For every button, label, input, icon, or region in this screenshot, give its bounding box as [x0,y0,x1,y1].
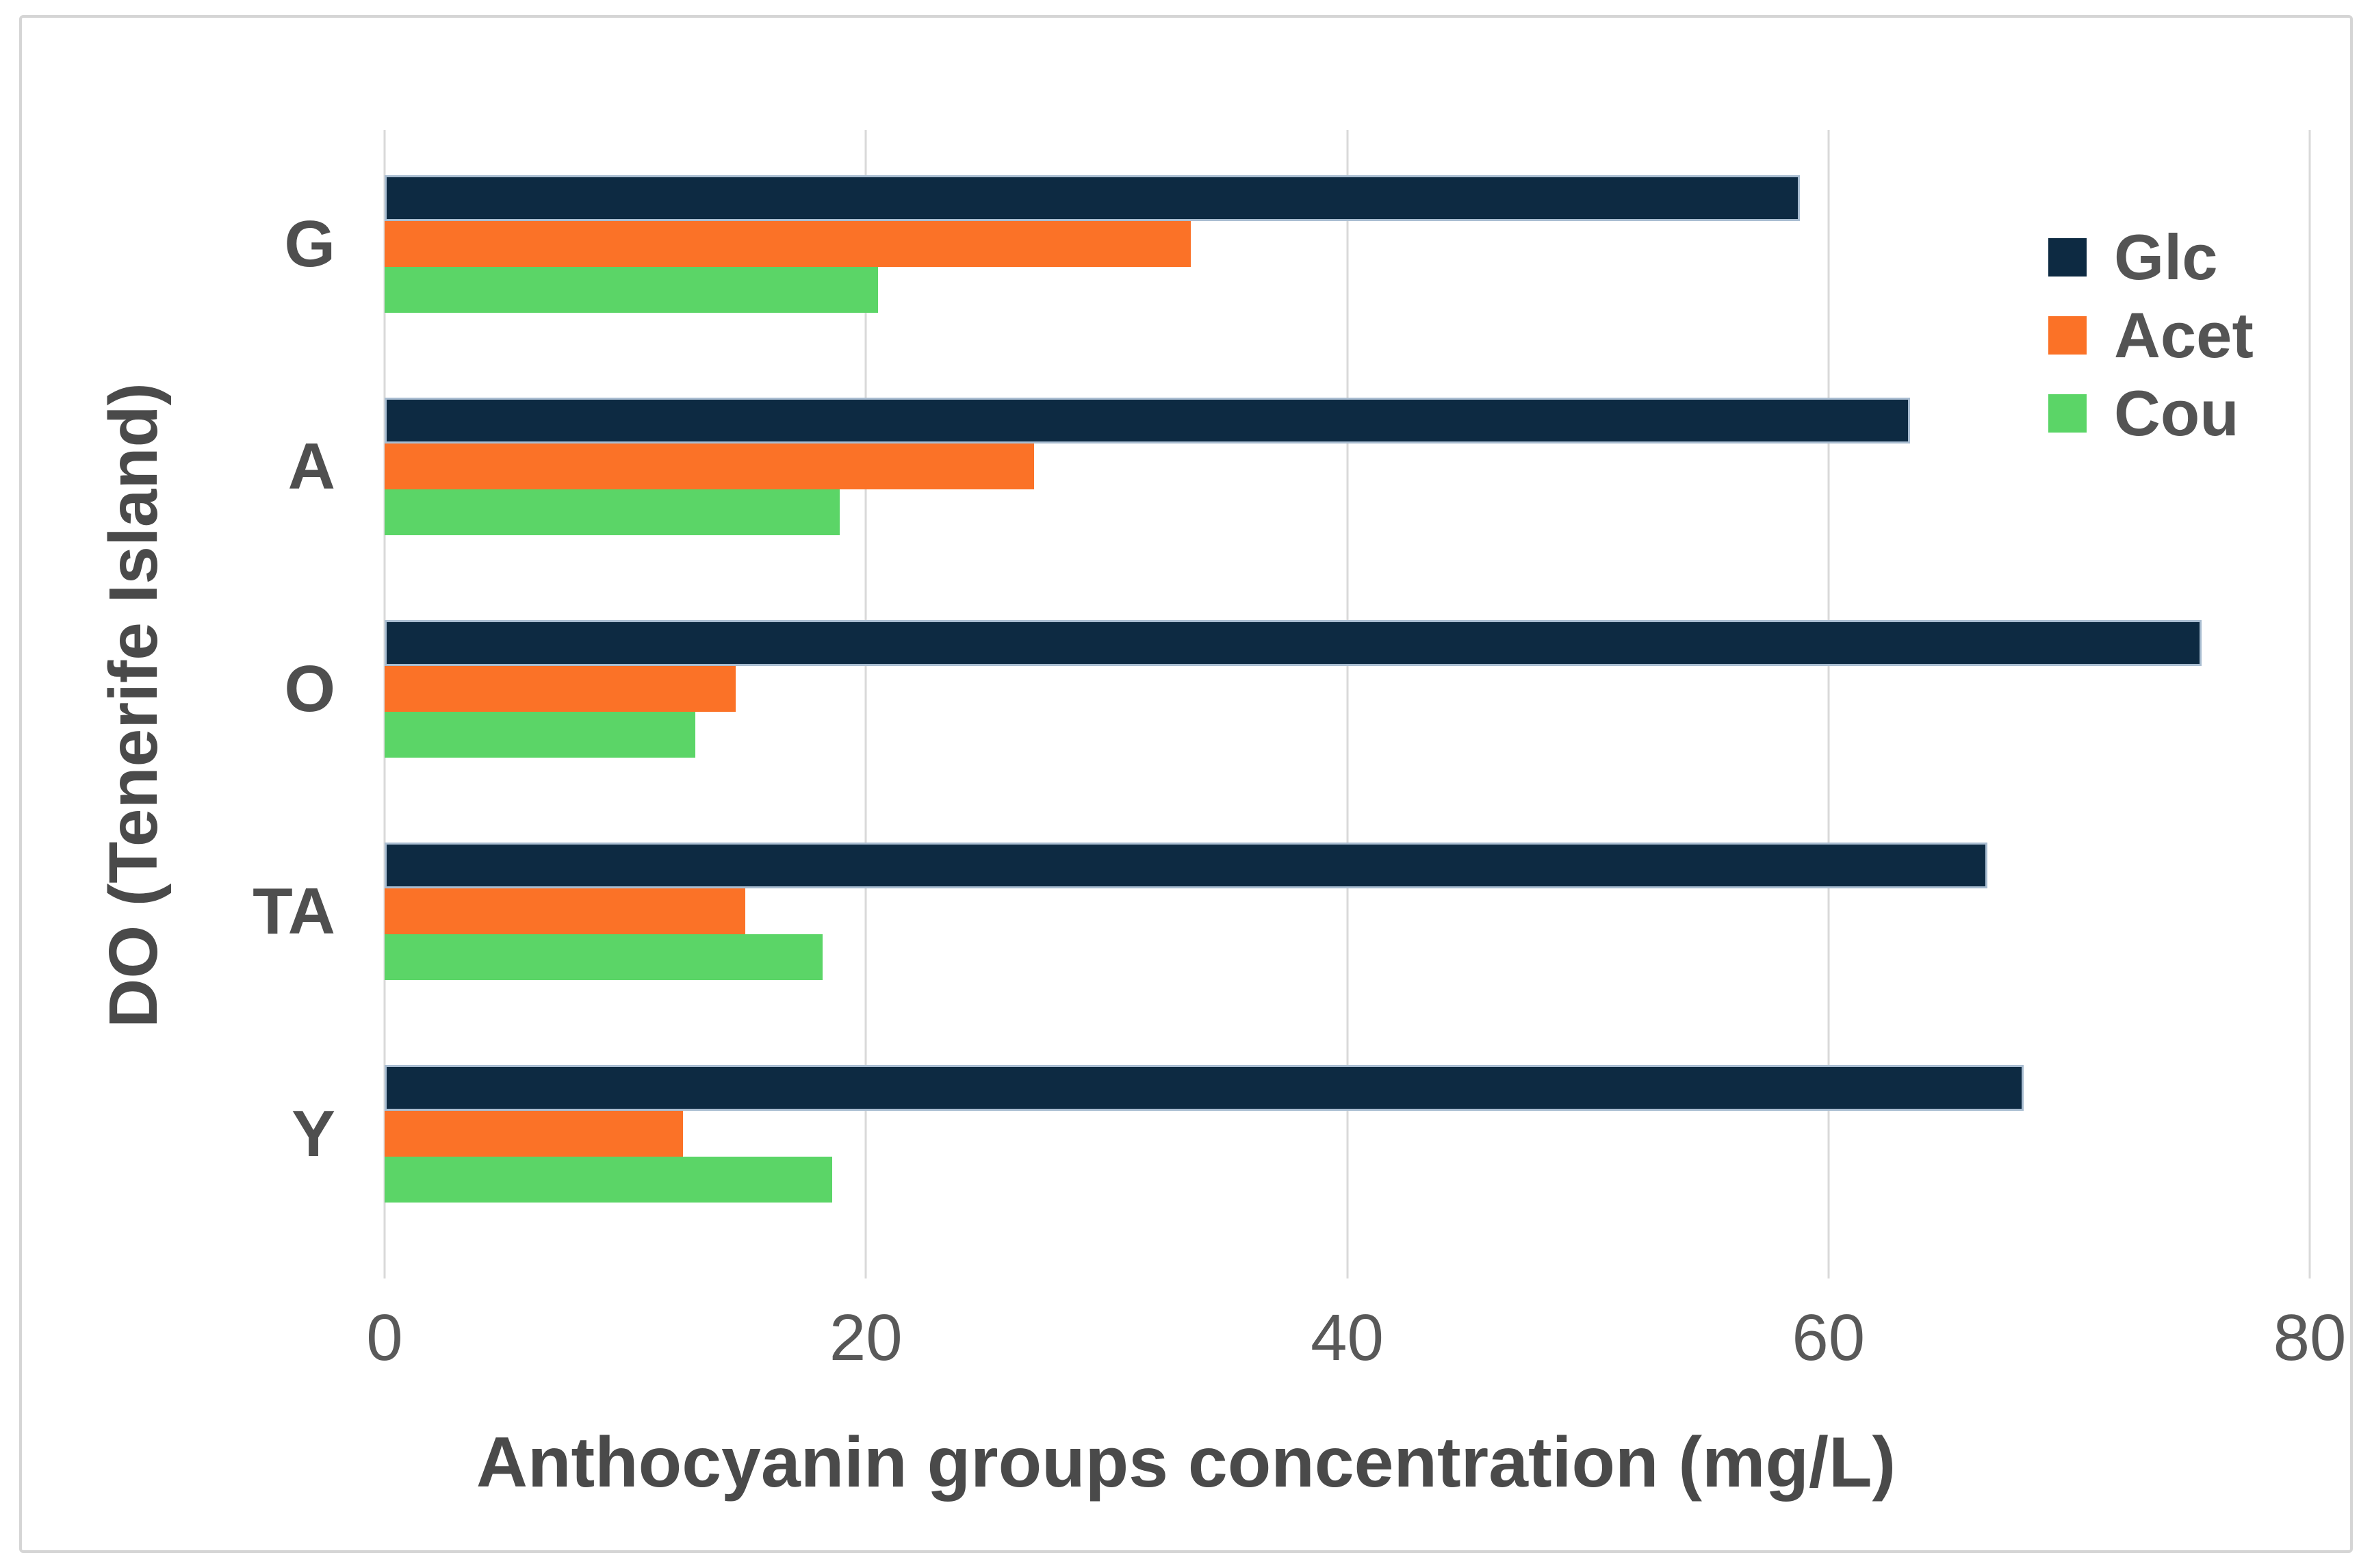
legend-swatch-acet [2048,316,2087,355]
legend-swatch-glc [2048,238,2087,277]
bar-cou-A [385,489,840,535]
bar-acet-G [385,221,1191,267]
x-tick-60: 60 [1792,1301,1866,1374]
bar-group-TA [385,843,2310,980]
bar-glc-A [385,398,1911,444]
category-label-Y: Y [291,1096,335,1170]
bar-group-G [385,175,2310,313]
bar-group-Y [385,1065,2310,1203]
legend-item-cou: Cou [2048,377,2254,449]
gridline-40 [1346,130,1348,1278]
bar-group-A [385,398,2310,535]
bar-cou-TA [385,934,823,980]
bar-group-O [385,620,2310,758]
category-label-TA: TA [253,874,335,948]
gridline-80 [2308,130,2311,1278]
bar-glc-O [385,620,2202,666]
plot-area [383,130,2311,1278]
category-label-A: A [287,429,335,503]
x-tick-0: 0 [366,1301,403,1374]
bar-acet-TA [385,888,746,934]
bar-cou-O [385,712,695,758]
bar-glc-TA [385,843,1987,888]
x-tick-80: 80 [2273,1301,2347,1374]
bar-glc-G [385,175,1800,221]
x-axis-tick-labels: 0 20 40 60 80 [0,1300,2372,1383]
bar-acet-A [385,444,1035,489]
gridline-20 [864,130,867,1278]
gridline-60 [1827,130,1830,1278]
bar-acet-Y [385,1111,683,1157]
legend-label-acet: Acet [2114,299,2254,371]
category-label-O: O [284,652,335,725]
legend-label-cou: Cou [2114,377,2239,449]
legend-item-glc: Glc [2048,221,2254,293]
bar-acet-O [385,666,736,712]
bar-glc-Y [385,1065,2024,1111]
bar-cou-G [385,267,878,313]
x-tick-20: 20 [829,1301,903,1374]
category-label-G: G [284,207,335,281]
x-tick-40: 40 [1311,1301,1384,1374]
x-axis-title: Anthocyanin groups concentration (mg/L) [476,1423,1896,1502]
legend: Glc Acet Cou [2048,221,2254,449]
legend-swatch-cou [2048,394,2087,433]
figure-border [19,15,2353,1553]
legend-label-glc: Glc [2114,221,2218,293]
legend-item-acet: Acet [2048,299,2254,371]
bar-cou-Y [385,1157,833,1203]
